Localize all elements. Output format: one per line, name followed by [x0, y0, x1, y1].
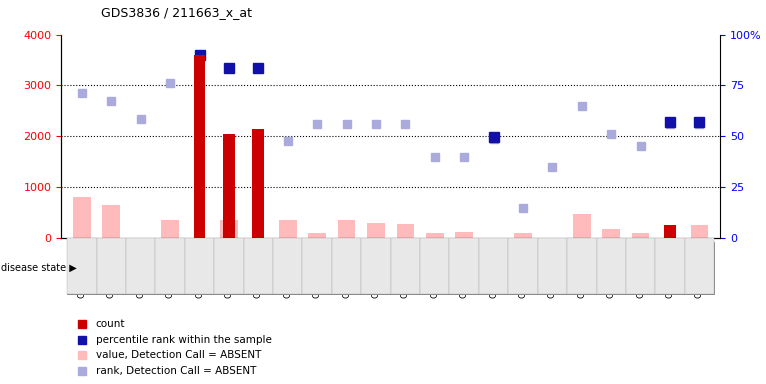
Bar — [273, 242, 450, 294]
Bar — [362, 238, 391, 294]
Text: intraductal papillary-mucinous adenoma
(IPMA): intraductal papillary-mucinous adenoma (… — [276, 258, 447, 278]
Text: percentile rank within the sample: percentile rank within the sample — [96, 335, 272, 345]
Bar — [426, 233, 444, 238]
Bar — [367, 223, 385, 238]
Bar — [126, 238, 155, 294]
Bar — [597, 238, 626, 294]
Bar — [664, 225, 676, 238]
Bar — [455, 232, 473, 238]
Bar — [244, 238, 273, 294]
Bar — [632, 233, 650, 238]
Bar — [656, 238, 685, 294]
Bar — [223, 134, 235, 238]
Text: intraductal papillary-mucinous carcinoma
(IPMC): intraductal papillary-mucinous carcinoma… — [450, 258, 625, 278]
Bar — [450, 242, 626, 294]
Text: control, normal: control, normal — [138, 263, 202, 272]
Text: disease state ▶: disease state ▶ — [1, 263, 77, 273]
Bar — [573, 214, 591, 238]
Bar — [309, 233, 326, 238]
Bar — [420, 238, 450, 294]
Bar — [514, 233, 532, 238]
Bar — [691, 225, 709, 238]
Bar — [685, 238, 714, 294]
Bar — [338, 220, 355, 238]
Text: GDS3836 / 211663_x_at: GDS3836 / 211663_x_at — [100, 6, 252, 19]
Bar — [626, 242, 714, 294]
Bar — [220, 220, 237, 238]
Bar — [97, 238, 126, 294]
Bar — [214, 238, 244, 294]
Bar — [509, 238, 538, 294]
Bar — [479, 238, 509, 294]
Bar — [602, 229, 620, 238]
Bar — [626, 238, 656, 294]
Bar — [162, 220, 179, 238]
Bar — [538, 238, 567, 294]
Bar — [67, 242, 273, 294]
Text: rank, Detection Call = ABSENT: rank, Detection Call = ABSENT — [96, 366, 256, 376]
Bar — [253, 129, 264, 238]
Bar — [391, 238, 420, 294]
Bar — [155, 238, 185, 294]
Bar — [67, 238, 97, 294]
Bar — [397, 224, 414, 238]
Text: value, Detection Call = ABSENT: value, Detection Call = ABSENT — [96, 350, 261, 360]
Bar — [332, 238, 362, 294]
Bar — [303, 238, 332, 294]
Bar — [103, 205, 120, 238]
Bar — [73, 197, 90, 238]
Text: count: count — [96, 319, 126, 329]
Bar — [567, 238, 597, 294]
Bar — [185, 238, 214, 294]
Bar — [450, 238, 479, 294]
Text: invasive cancer of
intraductal
papillary-mucinous
neoplasm (IPMN): invasive cancer of intraductal papillary… — [630, 247, 710, 289]
Bar — [273, 238, 303, 294]
Bar — [194, 55, 205, 238]
Bar — [279, 220, 296, 238]
